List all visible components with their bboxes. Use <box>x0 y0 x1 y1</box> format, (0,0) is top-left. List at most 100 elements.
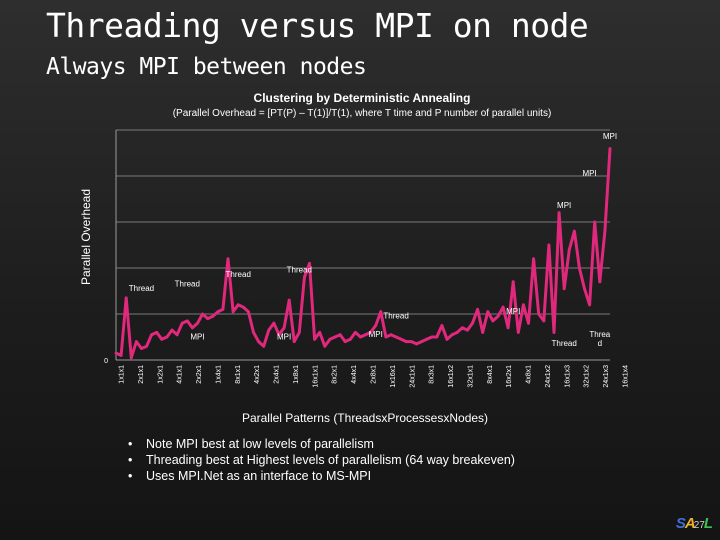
logo-letter: A <box>684 515 696 532</box>
note-item: Note MPI best at low levels of paralleli… <box>128 436 515 452</box>
chart-annotations: MPI MPI MPI Thread Thread Thread Thread Thread M… <box>129 132 617 348</box>
data-point <box>343 340 347 343</box>
data-point <box>114 351 118 355</box>
data-point <box>185 319 189 323</box>
data-point <box>155 331 159 334</box>
data-point <box>588 303 592 307</box>
data-point <box>272 321 276 325</box>
x-tick-label: 16x1x2 <box>448 365 455 388</box>
data-point <box>532 257 536 261</box>
data-point <box>501 305 505 309</box>
data-point <box>506 326 510 330</box>
data-point <box>145 344 148 348</box>
page-number: 27 <box>693 520 705 531</box>
data-point <box>124 296 128 300</box>
x-tick-label: 4x1x1 <box>177 365 184 384</box>
data-point <box>323 344 327 348</box>
x-tick-label: 16x1x4 <box>623 365 630 388</box>
data-point <box>282 326 286 330</box>
data-point <box>460 326 464 330</box>
data-point <box>241 305 245 309</box>
data-point <box>471 321 474 325</box>
annotation-label: MPI <box>190 332 204 341</box>
chart-axes <box>115 130 610 361</box>
data-point <box>140 347 143 350</box>
x-tick-labels: 1x1x1 2x1x1 1x2x1 4x1x1 2x2x1 1x4x1 8x1x1 4x2x1… <box>119 365 630 388</box>
annotation-label: Thread <box>175 279 200 288</box>
data-point <box>593 220 597 224</box>
data-point <box>216 310 220 314</box>
annotation-label: d <box>598 339 602 348</box>
data-point <box>267 328 271 332</box>
x-tick-label: 4x8x1 <box>526 365 533 384</box>
x-tick-label: 1x8x1 <box>293 365 300 384</box>
data-point <box>547 243 551 247</box>
data-point <box>583 287 586 291</box>
data-point <box>450 333 454 337</box>
data-point <box>369 331 373 334</box>
annotation-label: Thread <box>129 284 154 293</box>
x-axis-label: Parallel Patterns (ThreadsxProcessesxNod… <box>242 411 488 425</box>
data-point <box>476 308 479 311</box>
data-point <box>466 328 469 332</box>
data-point <box>338 333 342 337</box>
annotation-label: Thread <box>383 312 408 321</box>
data-point <box>522 303 525 307</box>
data-point <box>201 312 204 316</box>
chart-subtitle: (Parallel Overhead = [PT(P) – T(1)]/T(1)… <box>173 108 552 119</box>
data-point <box>175 333 179 337</box>
data-point <box>527 321 530 325</box>
data-point <box>364 333 367 337</box>
data-point <box>603 229 607 233</box>
data-point <box>404 340 408 343</box>
annotation-label: MPI <box>277 332 291 341</box>
x-tick-label: 4x4x1 <box>351 365 358 384</box>
note-item: Threading best at Highest levels of para… <box>128 452 515 468</box>
data-point <box>562 287 566 291</box>
data-point <box>257 340 260 343</box>
data-point <box>262 344 266 348</box>
y-origin-label: 0 <box>104 358 108 365</box>
data-point <box>292 340 296 343</box>
logo-letter: S <box>675 515 686 532</box>
data-point <box>353 331 357 334</box>
data-point <box>196 321 199 325</box>
data-point <box>247 310 250 314</box>
data-point <box>134 340 138 343</box>
data-point <box>303 275 306 279</box>
data-point <box>226 257 230 261</box>
series-line-parallel-overhead <box>115 148 612 360</box>
data-point <box>231 310 235 314</box>
data-point <box>425 337 429 341</box>
x-tick-label: 2x1x1 <box>138 365 145 384</box>
x-tick-label: 2x2x1 <box>196 365 203 384</box>
y-axis-label: Parallel Overhead <box>79 189 93 285</box>
data-point <box>287 298 291 302</box>
data-point <box>206 317 210 320</box>
data-point <box>379 310 383 314</box>
data-point <box>455 331 459 334</box>
data-point <box>598 280 602 284</box>
x-tick-label: 1x16x1 <box>390 365 397 388</box>
data-point <box>542 319 546 323</box>
data-point <box>486 310 490 314</box>
annotation-label: Thread <box>287 266 312 275</box>
data-point <box>415 342 418 346</box>
salsa-logo: S A 27 L <box>675 515 713 532</box>
x-tick-label: 4x2x1 <box>254 365 261 384</box>
data-point <box>328 337 332 341</box>
data-point <box>481 331 485 334</box>
data-point <box>445 337 449 341</box>
data-point <box>435 335 439 339</box>
x-tick-label: 16x1x1 <box>312 365 319 388</box>
annotation-label: MPI <box>506 307 520 316</box>
annotation-label: Thread <box>551 339 576 348</box>
slide-title: Threading versus MPI on node <box>46 6 589 45</box>
logo-letter: L <box>703 515 713 532</box>
data-point <box>180 321 184 325</box>
series-points <box>114 147 612 360</box>
annotation-label: MPI <box>557 201 571 210</box>
x-tick-label: 2x8x1 <box>371 365 378 384</box>
data-point <box>313 337 317 341</box>
